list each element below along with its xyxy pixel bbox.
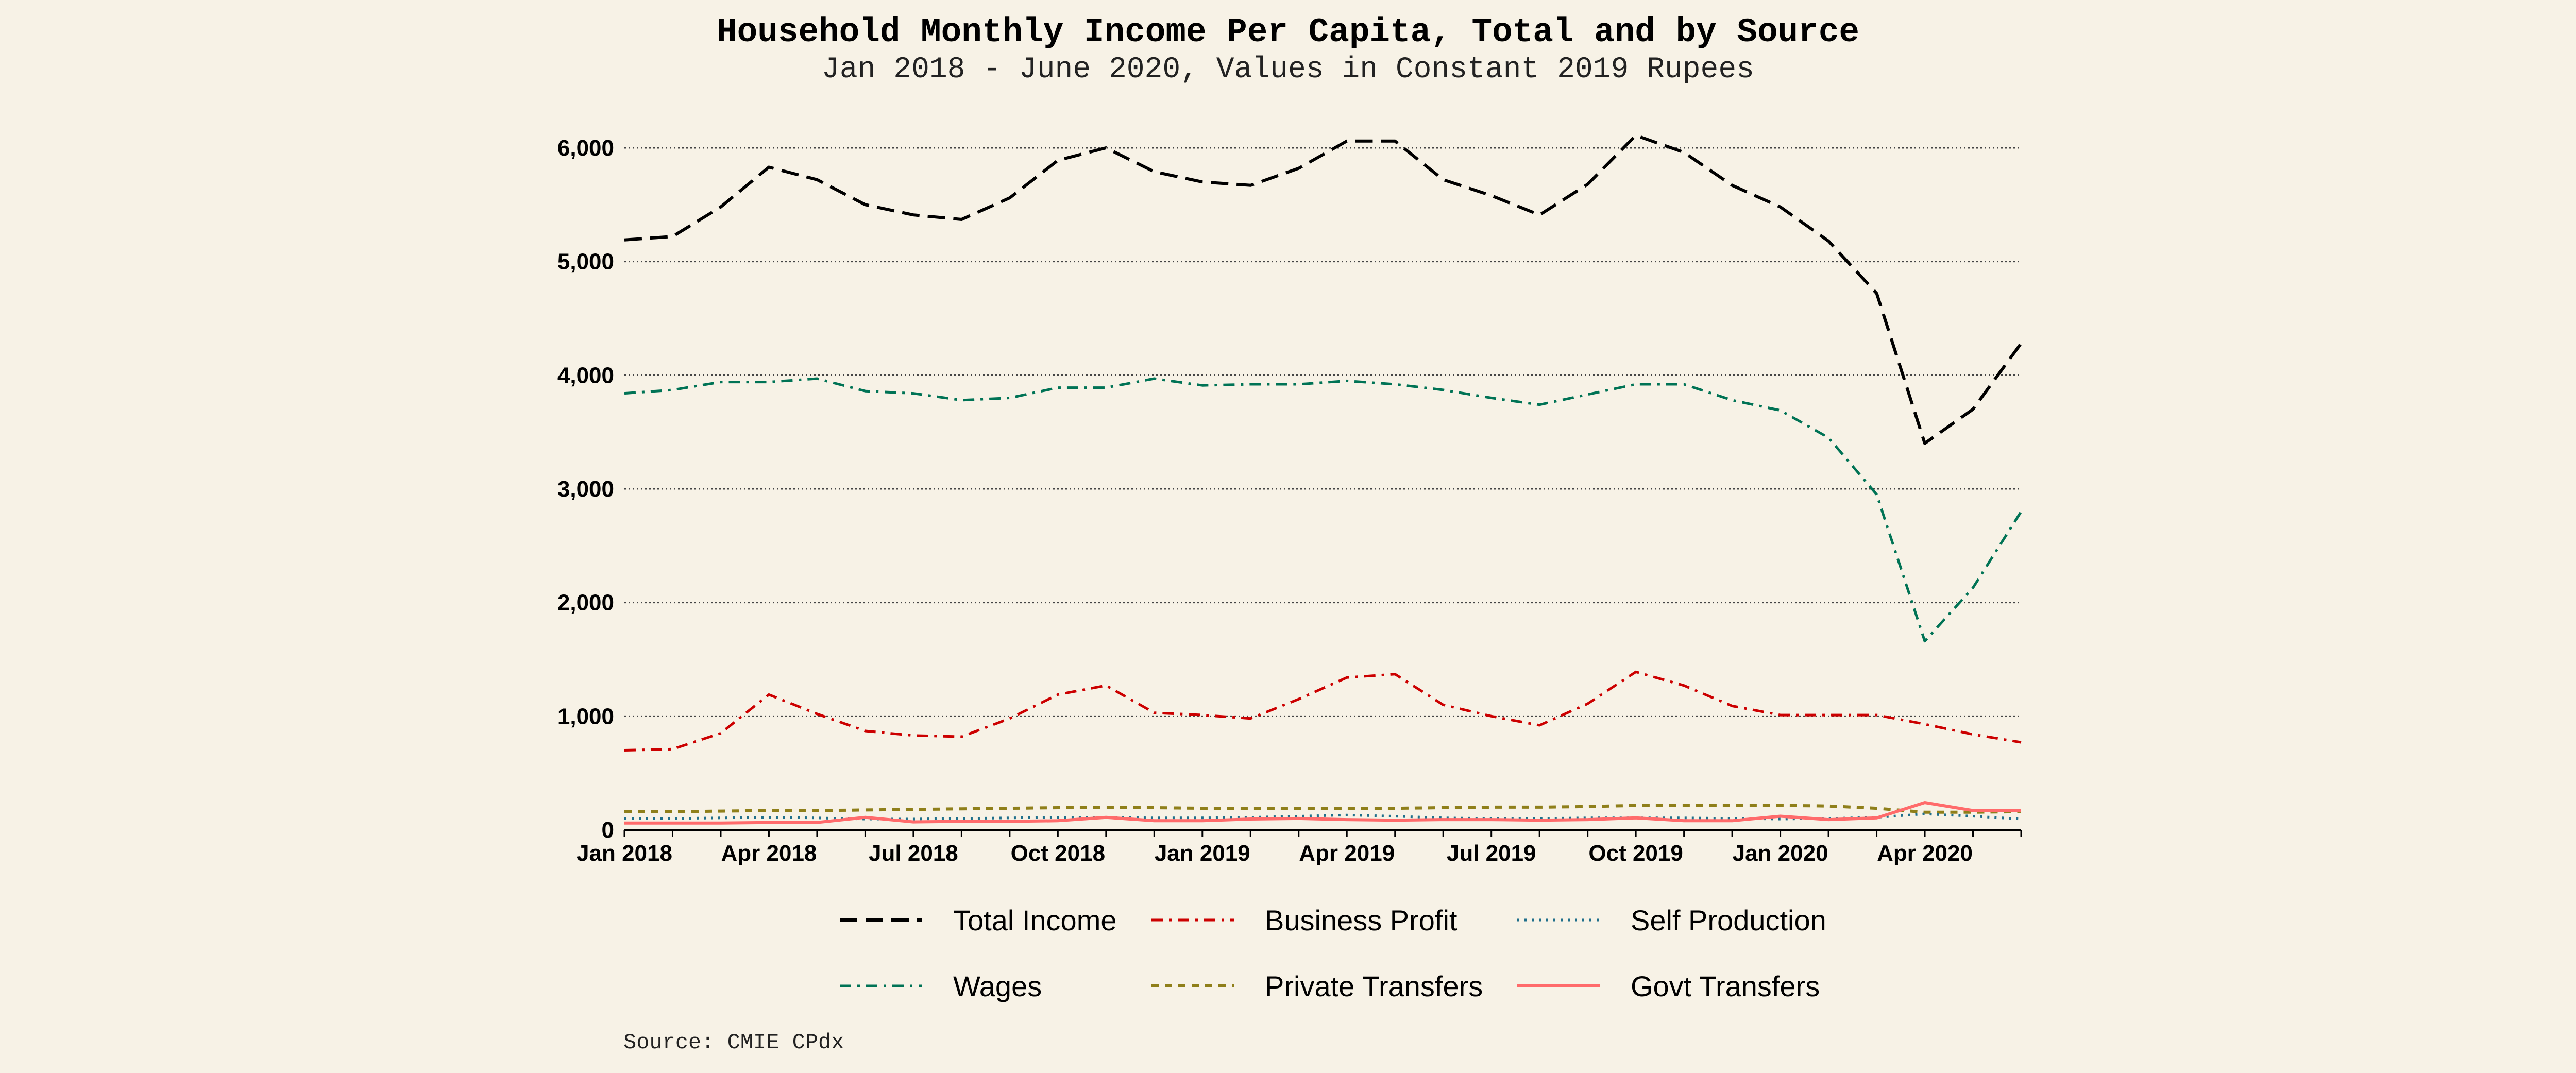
y-tick-label: 1,000 — [557, 704, 614, 729]
legend-label: Business Profit — [1265, 904, 1458, 936]
x-tick-label: Jan 2019 — [1155, 841, 1250, 866]
x-tick-label: Jul 2018 — [869, 841, 958, 866]
y-tick-label: 6,000 — [557, 135, 614, 161]
y-tick-label: 4,000 — [557, 363, 614, 388]
x-tick-label: Jan 2018 — [577, 841, 672, 866]
x-tick-label: Jan 2020 — [1733, 841, 1828, 866]
y-tick-label: 5,000 — [557, 249, 614, 275]
y-tick-label: 2,000 — [557, 590, 614, 616]
legend-label: Govt Transfers — [1631, 970, 1820, 1002]
legend-label: Private Transfers — [1265, 970, 1483, 1002]
x-tick-label: Oct 2018 — [1011, 841, 1105, 866]
series-line-business-profit — [624, 670, 2022, 752]
chart-title: Household Monthly Income Per Capita, Tot… — [717, 13, 1859, 52]
y-tick-label: 3,000 — [557, 476, 614, 502]
x-tick-label: Apr 2020 — [1877, 841, 1973, 866]
legend-label: Self Production — [1631, 904, 1826, 936]
series-line-govt-transfers — [624, 801, 2021, 825]
x-tick-label: Oct 2019 — [1588, 841, 1683, 866]
source-note: Source: CMIE CPdx — [623, 1030, 844, 1055]
series-line-total-income — [624, 133, 2023, 445]
x-tick-label: Jul 2019 — [1447, 841, 1536, 866]
series-line-private-transfers — [624, 804, 2022, 814]
chart-subtitle: Jan 2018 - June 2020, Values in Constant… — [822, 53, 1754, 87]
y-tick-label: 0 — [602, 817, 614, 843]
x-tick-label: Apr 2018 — [721, 841, 817, 866]
x-tick-label: Apr 2019 — [1299, 841, 1395, 866]
legend-label: Total Income — [953, 904, 1117, 936]
legend-label: Wages — [953, 970, 1042, 1002]
